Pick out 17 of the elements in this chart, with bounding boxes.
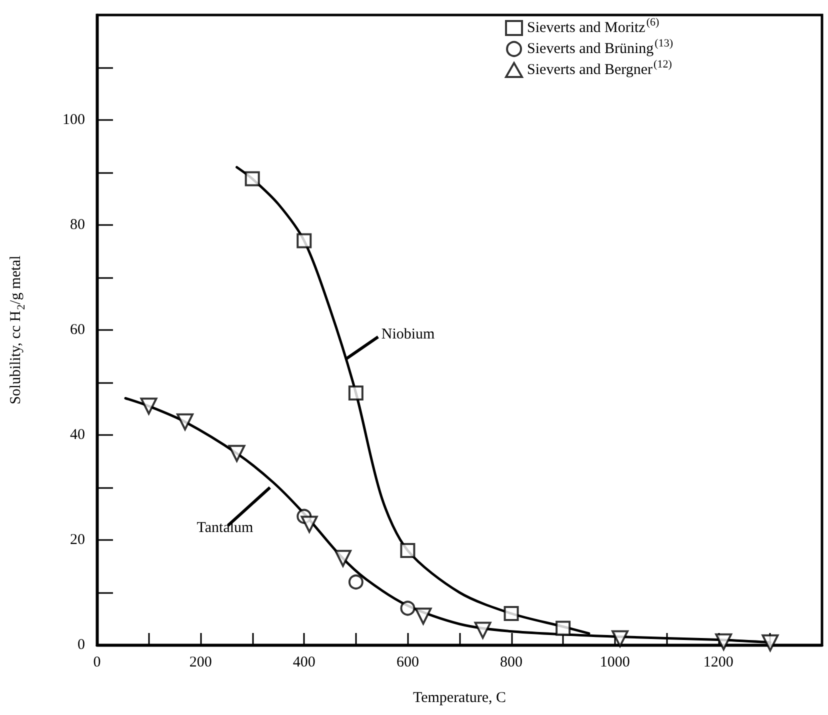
x-tick-label: 0 [93, 654, 101, 670]
y-tick-label: 60 [70, 322, 85, 338]
y-axis-title: Solubility, cc H2/g metal [8, 256, 28, 404]
y-tick-label: 80 [70, 217, 85, 233]
x-tick-label: 200 [189, 654, 212, 670]
y-tick-label: 40 [70, 427, 85, 443]
annotation: Niobium [381, 326, 436, 343]
y-tick-label: 20 [70, 532, 85, 548]
x-tick-label: 1200 [703, 654, 734, 670]
annotation: Tantalum [196, 520, 254, 536]
x-axis-title: Temperature, C [412, 690, 506, 706]
y-tick-label: 100 [62, 112, 85, 128]
x-tick-label: 800 [500, 654, 523, 670]
x-tick-label: 400 [292, 654, 316, 670]
x-tick-label: 1000 [600, 654, 630, 670]
x-tick-label: 600 [396, 654, 419, 670]
y-tick-label: 0 [78, 637, 85, 653]
